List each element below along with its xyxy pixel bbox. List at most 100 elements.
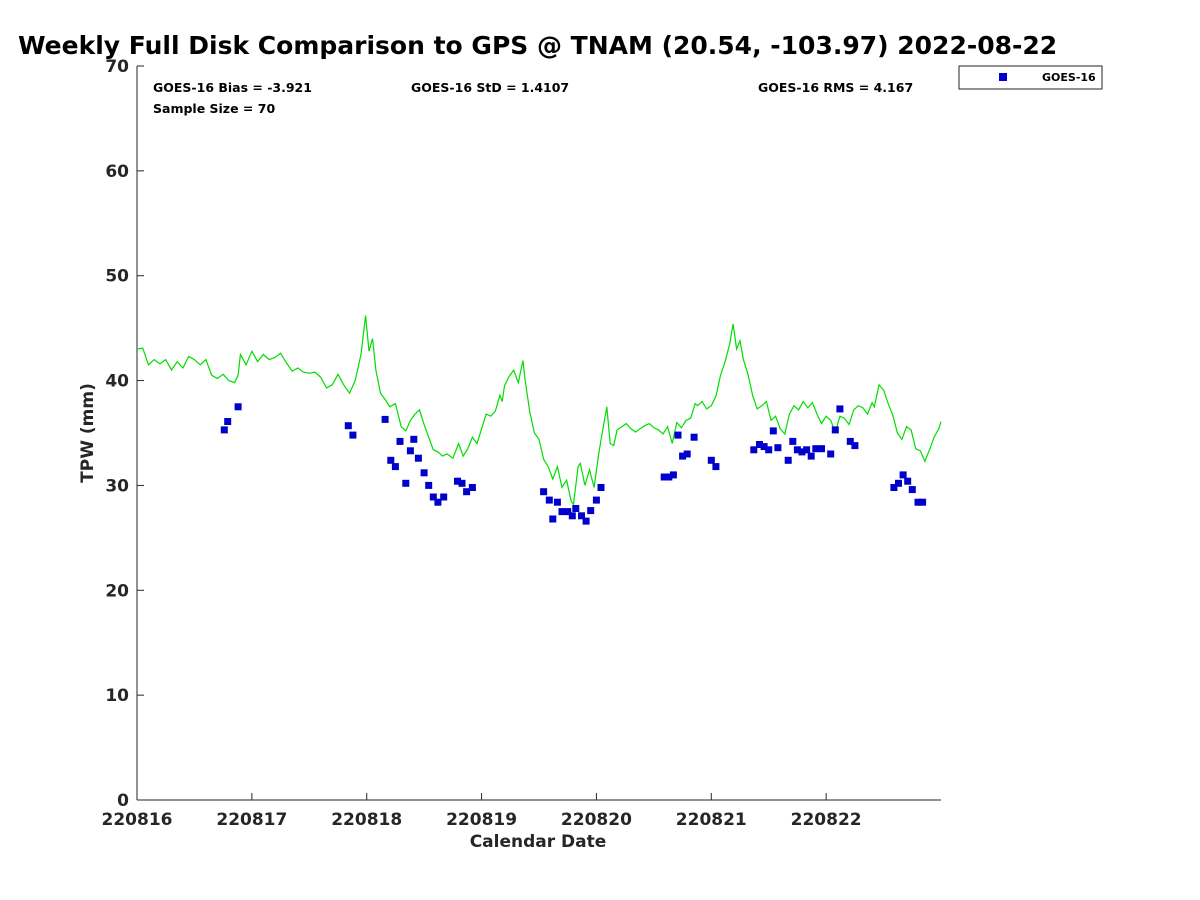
goes16-point	[406, 447, 414, 455]
goes16-point	[750, 446, 758, 454]
y-tick-label: 50	[105, 267, 129, 287]
goes16-point	[410, 435, 418, 443]
goes16-point	[890, 484, 898, 491]
chart-title: Weekly Full Disk Comparison to GPS @ TNA…	[18, 31, 1057, 60]
goes16-point	[899, 471, 907, 479]
stat-rms: GOES-16 RMS = 4.167	[758, 80, 913, 95]
x-axis-label: Calendar Date	[470, 832, 607, 852]
x-tick-label: 220820	[561, 810, 632, 830]
y-tick-label: 60	[105, 162, 129, 182]
goes16-point	[420, 469, 428, 477]
goes16-point	[381, 415, 389, 423]
goes16-point	[919, 498, 927, 506]
goes16-point	[463, 488, 471, 496]
goes16-point	[803, 446, 811, 454]
gps-line-group	[136, 315, 942, 506]
goes16-point	[540, 488, 548, 496]
x-tick-label: 220818	[331, 810, 402, 830]
goes16-point	[402, 479, 410, 487]
axes	[136, 66, 941, 801]
goes16-point	[846, 437, 854, 445]
y-tick-label: 70	[105, 57, 129, 77]
goes16-point	[429, 493, 437, 501]
goes16-point	[558, 508, 566, 516]
goes16-point	[434, 498, 442, 506]
y-tick-label: 0	[117, 791, 129, 811]
goes16-point	[765, 446, 773, 454]
goes16-point	[669, 471, 677, 479]
y-tick-label: 30	[105, 476, 129, 496]
goes16-point	[789, 437, 797, 445]
goes16-point	[545, 496, 553, 504]
goes16-point	[597, 484, 605, 491]
goes-points-group	[220, 403, 927, 525]
goes16-point	[587, 507, 595, 515]
goes16-point	[349, 431, 357, 439]
legend-marker	[999, 73, 1007, 81]
goes16-point	[904, 477, 912, 485]
goes16-point	[707, 456, 715, 464]
goes16-point	[812, 445, 820, 453]
y-tick-label: 20	[105, 581, 129, 601]
legend-box	[958, 65, 1103, 90]
goes16-point	[391, 463, 399, 471]
goes16-point	[396, 437, 404, 445]
goes16-point	[683, 450, 691, 458]
stat-sample-size: Sample Size = 70	[153, 101, 275, 116]
goes16-point	[564, 508, 572, 516]
goes16-point	[793, 446, 801, 454]
goes16-point	[592, 496, 600, 504]
gps-tpw-line	[136, 315, 942, 506]
x-tick-label: 220821	[676, 810, 747, 830]
goes16-point	[674, 431, 682, 439]
goes16-point	[679, 452, 687, 460]
goes16-point	[818, 445, 825, 453]
goes16-point	[568, 512, 576, 520]
goes16-point	[851, 442, 859, 450]
y-tick-label: 10	[105, 686, 129, 706]
x-tick-label: 220819	[446, 810, 517, 830]
y-tick-label: 40	[105, 372, 129, 392]
ticks: 0 10 20 30 40 50 60 70 220816 220817 220818 220819 2…	[102, 57, 862, 830]
goes16-point	[344, 422, 352, 430]
stat-std: GOES-16 StD = 1.4107	[411, 80, 569, 95]
y-axis-label: TPW (mm)	[78, 383, 98, 483]
x-tick-label: 220816	[102, 810, 173, 830]
goes16-point	[468, 484, 476, 491]
goes16-point	[712, 463, 720, 471]
legend: GOES-16	[958, 65, 1103, 90]
goes16-point	[454, 477, 461, 485]
goes16-point	[836, 405, 844, 413]
goes16-point	[387, 456, 395, 464]
goes16-point	[578, 512, 585, 520]
goes16-point	[440, 493, 448, 501]
goes16-point	[914, 498, 922, 506]
stat-bias: GOES-16 Bias = -3.921	[153, 80, 312, 95]
goes16-point	[220, 426, 228, 434]
goes16-point	[414, 454, 422, 462]
goes16-point	[425, 481, 433, 489]
goes16-point	[827, 450, 835, 458]
goes16-point	[572, 505, 580, 512]
goes16-point	[908, 486, 916, 494]
goes16-point	[769, 427, 777, 435]
goes16-point	[553, 498, 561, 506]
goes16-point	[798, 448, 806, 456]
goes16-point	[224, 418, 232, 425]
goes16-point	[756, 441, 763, 448]
goes16-point	[549, 515, 557, 523]
goes16-point	[582, 517, 590, 525]
goes16-point	[234, 403, 242, 411]
x-tick-label: 220822	[791, 810, 862, 830]
goes16-point	[665, 473, 673, 481]
goes16-point	[784, 456, 792, 464]
goes16-point	[660, 473, 668, 481]
legend-label: GOES-16	[1042, 71, 1096, 84]
goes16-point	[895, 479, 902, 487]
goes16-point	[774, 444, 782, 452]
goes16-point	[760, 443, 768, 451]
goes16-point	[458, 479, 466, 487]
goes16-point	[807, 452, 815, 460]
x-tick-label: 220817	[216, 810, 287, 830]
